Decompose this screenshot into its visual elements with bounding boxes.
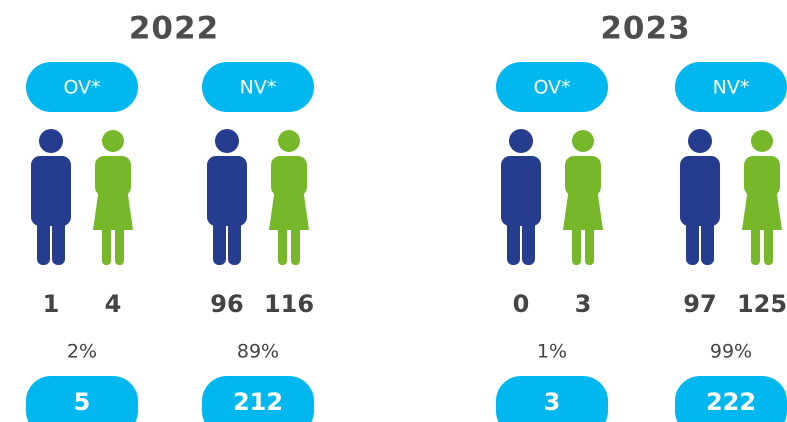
group-label: NV* bbox=[713, 77, 750, 99]
torso bbox=[271, 156, 307, 196]
torso bbox=[565, 156, 601, 196]
torso bbox=[744, 156, 780, 196]
total: 5 bbox=[74, 388, 91, 416]
group-label: OV* bbox=[63, 77, 100, 99]
female-count: 116 bbox=[264, 290, 314, 318]
female-icon bbox=[269, 130, 309, 265]
male-count: 1 bbox=[43, 290, 60, 318]
leg bbox=[52, 210, 65, 265]
head bbox=[751, 130, 773, 152]
group-pill bbox=[496, 62, 608, 112]
head bbox=[688, 129, 712, 153]
leg bbox=[585, 225, 594, 265]
female-icon bbox=[742, 130, 782, 265]
leg bbox=[701, 210, 714, 265]
female-icon bbox=[93, 130, 133, 265]
female-count: 125 bbox=[737, 290, 787, 318]
skirt bbox=[563, 188, 603, 230]
group-pill bbox=[202, 62, 314, 112]
percent: 2% bbox=[67, 341, 97, 363]
male-icon bbox=[501, 129, 541, 265]
female-count: 4 bbox=[105, 290, 122, 318]
leg bbox=[278, 225, 287, 265]
leg bbox=[522, 210, 535, 265]
group-label: OV* bbox=[533, 77, 570, 99]
leg bbox=[572, 225, 581, 265]
head bbox=[215, 129, 239, 153]
percent: 99% bbox=[710, 341, 752, 363]
leg bbox=[291, 225, 300, 265]
leg bbox=[228, 210, 241, 265]
male-icon bbox=[680, 129, 720, 265]
male-icon bbox=[207, 129, 247, 265]
skirt bbox=[269, 188, 309, 230]
percent: 1% bbox=[537, 341, 567, 363]
year-title: 2022 bbox=[129, 11, 219, 47]
male-icon bbox=[31, 129, 71, 265]
skirt bbox=[742, 188, 782, 230]
torso bbox=[31, 156, 71, 226]
leg bbox=[115, 225, 124, 265]
torso bbox=[680, 156, 720, 226]
leg bbox=[213, 210, 226, 265]
total: 222 bbox=[706, 388, 756, 416]
male-count: 0 bbox=[513, 290, 530, 318]
head bbox=[102, 130, 124, 152]
head bbox=[572, 130, 594, 152]
head bbox=[509, 129, 533, 153]
group-pill bbox=[26, 62, 138, 112]
torso bbox=[95, 156, 131, 196]
leg bbox=[37, 210, 50, 265]
leg bbox=[686, 210, 699, 265]
total-pill bbox=[202, 376, 314, 422]
skirt bbox=[93, 188, 133, 230]
head bbox=[278, 130, 300, 152]
torso bbox=[501, 156, 541, 226]
year-title: 2023 bbox=[600, 11, 690, 47]
total: 3 bbox=[544, 388, 561, 416]
leg bbox=[764, 225, 773, 265]
group-label: NV* bbox=[240, 77, 277, 99]
leg bbox=[751, 225, 760, 265]
total-pill bbox=[496, 376, 608, 422]
head bbox=[39, 129, 63, 153]
leg bbox=[507, 210, 520, 265]
percent: 89% bbox=[237, 341, 279, 363]
female-count: 3 bbox=[575, 290, 592, 318]
total-pill bbox=[26, 376, 138, 422]
male-count: 97 bbox=[683, 290, 716, 318]
group-pill bbox=[675, 62, 787, 112]
total: 212 bbox=[233, 388, 283, 416]
torso bbox=[207, 156, 247, 226]
leg bbox=[102, 225, 111, 265]
male-count: 96 bbox=[210, 290, 243, 318]
female-icon bbox=[563, 130, 603, 265]
total-pill bbox=[675, 376, 787, 422]
